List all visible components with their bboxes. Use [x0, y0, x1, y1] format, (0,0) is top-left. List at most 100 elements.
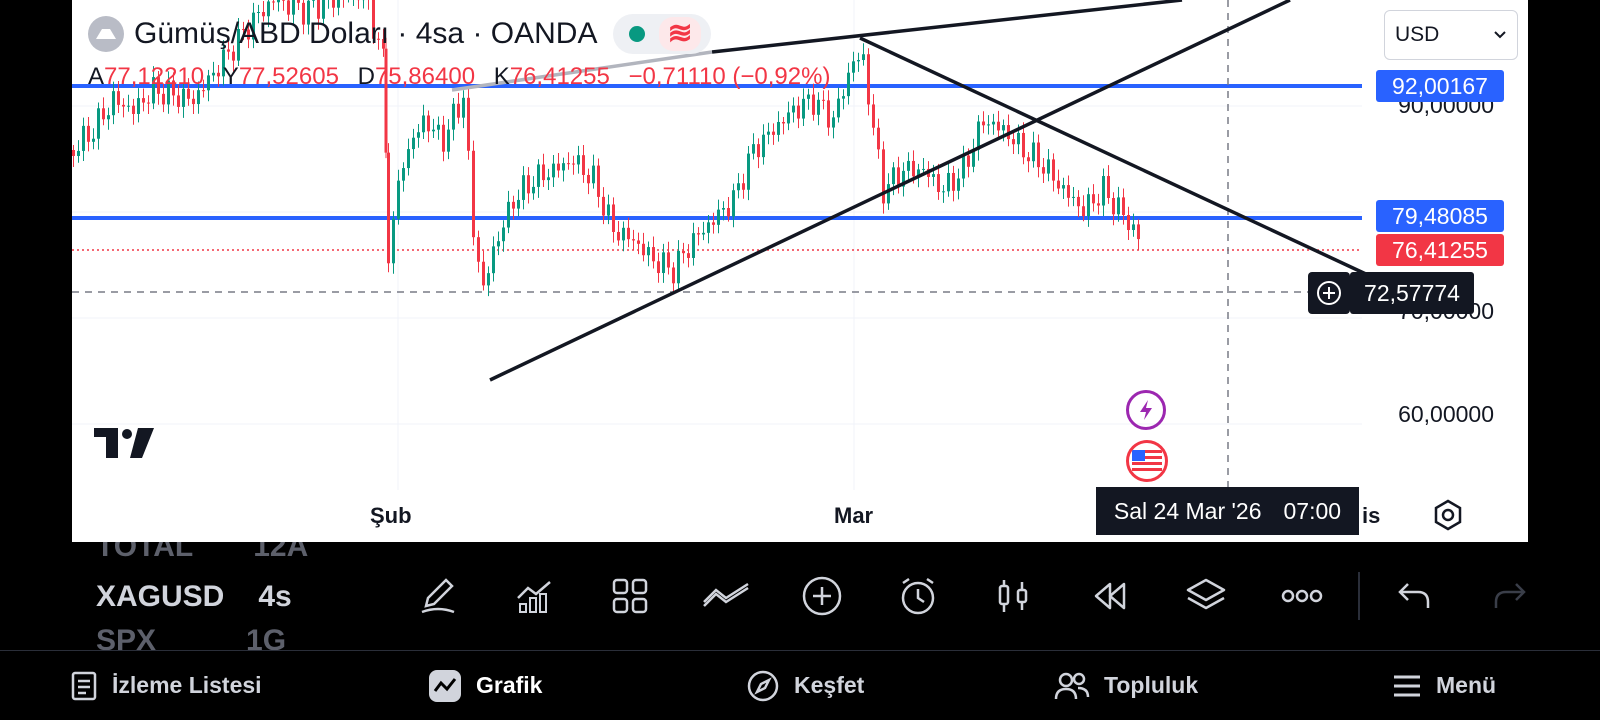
- candle-body: [627, 227, 630, 240]
- nav-explore[interactable]: Keşfet: [746, 669, 864, 703]
- candle-body: [127, 105, 130, 107]
- object-tree-button[interactable]: [1182, 572, 1230, 620]
- watchlist-peek-row-3[interactable]: SPX 1G: [96, 624, 286, 650]
- candle-body: [384, 48, 388, 153]
- alert-button[interactable]: [894, 572, 942, 620]
- high-value: 77,52605: [238, 63, 339, 90]
- candle-body: [382, 38, 385, 49]
- alarm-icon: [901, 577, 935, 615]
- toolbar-divider: [1358, 572, 1360, 620]
- watchlist-interval: 1G: [246, 624, 287, 650]
- community-icon: [1054, 672, 1090, 699]
- candle-body: [667, 252, 670, 268]
- nav-chart[interactable]: Grafik: [428, 669, 542, 703]
- replay-button[interactable]: [1086, 572, 1134, 620]
- market-status-pill[interactable]: ≋: [613, 14, 711, 54]
- last-price-tag: 76,41255: [1376, 234, 1504, 266]
- plus-circle-icon: [1317, 281, 1341, 305]
- candle-body: [202, 90, 205, 92]
- symbol-title[interactable]: Gümüş/ABD Doları · 4sa · OANDA: [134, 17, 598, 50]
- candle-body: [532, 186, 535, 194]
- hline-upper-price-tag[interactable]: 92,00167: [1376, 70, 1504, 102]
- redo-button[interactable]: [1486, 572, 1534, 620]
- candles-series: [72, 0, 1140, 297]
- candle-body: [227, 49, 230, 52]
- candle-body: [302, 2, 305, 25]
- layers-icon: [1186, 578, 1226, 610]
- candle-body: [787, 112, 790, 124]
- close-label: K: [493, 63, 510, 90]
- candle-body: [157, 77, 160, 94]
- chart-type-button[interactable]: [990, 572, 1038, 620]
- add-alert-button[interactable]: [1308, 272, 1350, 314]
- layout-grid-button[interactable]: [606, 572, 654, 620]
- candle-body: [637, 240, 640, 244]
- pencil-tool-button[interactable]: [414, 572, 462, 620]
- nav-community[interactable]: Topluluk: [1054, 671, 1198, 701]
- currency-value: USD: [1395, 23, 1440, 46]
- candle-body: [747, 153, 750, 190]
- high-label: Y: [222, 63, 239, 90]
- candle-body: [857, 60, 860, 62]
- add-button[interactable]: [798, 572, 846, 620]
- candle-body: [932, 174, 935, 177]
- time-axis-label: Şub: [370, 503, 412, 528]
- candle-body: [87, 125, 90, 142]
- candle-body: [242, 28, 245, 30]
- candle-body: [442, 124, 445, 152]
- candle-body: [1077, 196, 1080, 207]
- candle-body: [757, 144, 760, 158]
- candle-body: [597, 165, 600, 197]
- candles-icon: [998, 580, 1028, 612]
- hline-lower-price-tag[interactable]: 79,48085: [1376, 200, 1504, 232]
- candle-body: [732, 190, 735, 217]
- candle-body: [1102, 176, 1105, 206]
- trendline-top: [711, 0, 1183, 54]
- more-icon: [1281, 589, 1323, 603]
- candle-body: [832, 117, 835, 128]
- candle-body: [377, 38, 380, 40]
- candle-body: [392, 218, 395, 264]
- candle-body: [952, 172, 955, 191]
- candle-body: [982, 121, 985, 126]
- settings-gear-icon[interactable]: [1430, 497, 1466, 533]
- candle-body: [1107, 176, 1110, 199]
- candle-body: [1137, 224, 1140, 240]
- candle-body: [617, 231, 620, 241]
- indicators-button[interactable]: [510, 572, 558, 620]
- chart-legend[interactable]: Gümüş/ABD Doları · 4sa · OANDA ≋: [88, 14, 711, 54]
- chart-canvas[interactable]: [72, 0, 1528, 542]
- nav-label: Keşfet: [794, 672, 865, 698]
- undo-button[interactable]: [1390, 572, 1438, 620]
- watchlist-peek-row-2[interactable]: XAGUSD 4s: [96, 580, 292, 614]
- chevron-down-icon: [1494, 31, 1506, 39]
- chart-icon: [429, 669, 461, 702]
- candle-body: [862, 54, 865, 61]
- candle-body: [742, 183, 745, 190]
- flash-event-icon[interactable]: [1126, 390, 1166, 430]
- candle-body: [212, 72, 215, 76]
- candle-body: [767, 131, 770, 135]
- compare-button[interactable]: [702, 572, 750, 620]
- nav-watchlist[interactable]: İzleme Listesi: [70, 671, 262, 701]
- currency-select[interactable]: USD: [1384, 10, 1518, 60]
- candle-body: [1042, 167, 1045, 174]
- candle-body: [267, 1, 270, 17]
- data-delay-icon: ≋: [659, 17, 701, 51]
- candle-body: [737, 183, 740, 191]
- candle-body: [177, 95, 180, 107]
- chart-pane[interactable]: Gümüş/ABD Doları · 4sa · OANDA ≋ A77,122…: [72, 0, 1528, 542]
- candle-body: [807, 94, 810, 99]
- candle-body: [527, 175, 530, 194]
- us-flag-event-icon[interactable]: [1126, 440, 1168, 482]
- nav-label: Topluluk: [1104, 672, 1199, 698]
- candle-body: [1067, 185, 1070, 198]
- candle-body: [107, 115, 110, 120]
- trendline-resistance: [859, 36, 1369, 277]
- candle-body: [142, 98, 145, 103]
- more-button[interactable]: [1278, 572, 1326, 620]
- nav-menu[interactable]: Menü: [1392, 672, 1496, 699]
- candle-body: [92, 138, 95, 142]
- candle-body: [337, 0, 340, 8]
- candle-body: [282, 0, 285, 1]
